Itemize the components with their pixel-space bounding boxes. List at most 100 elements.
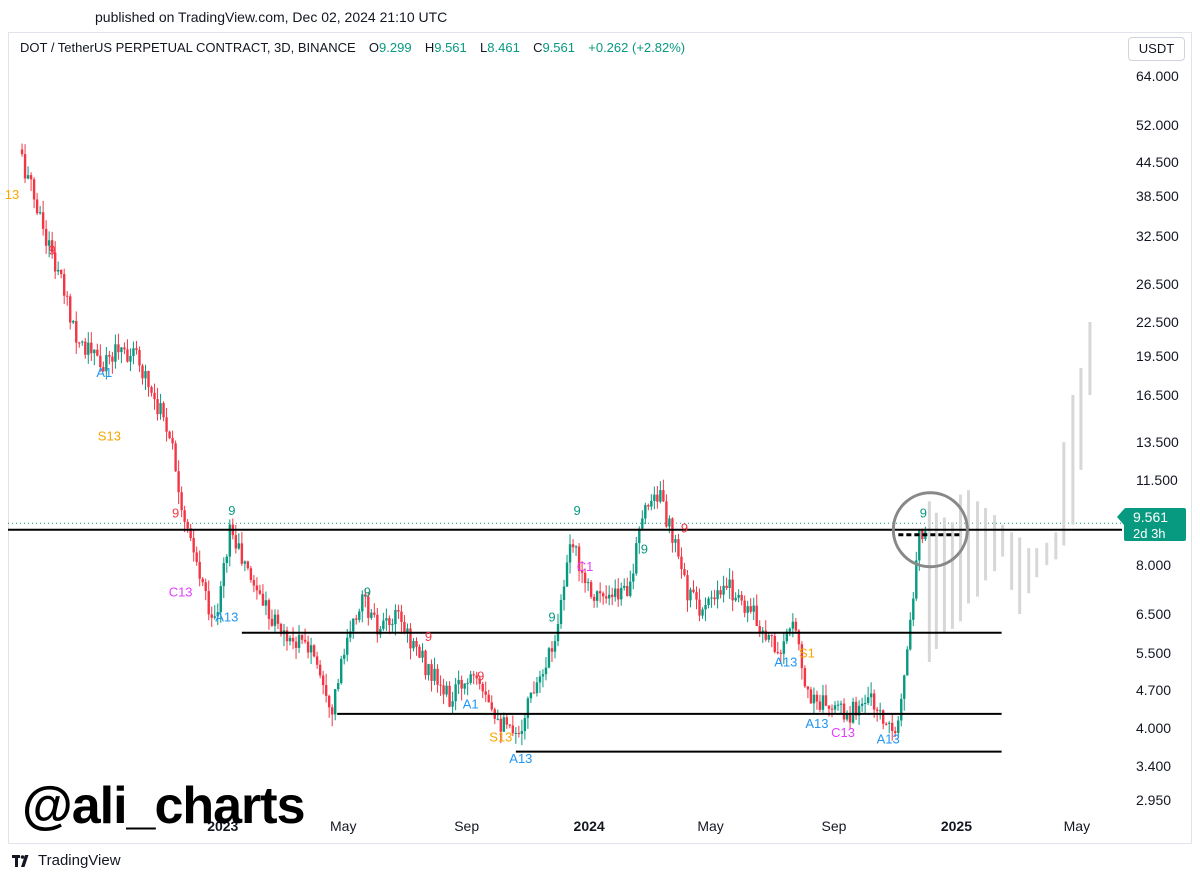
candle-up[interactable] bbox=[635, 543, 638, 574]
candle-up[interactable] bbox=[445, 685, 448, 695]
candle-down[interactable] bbox=[312, 645, 316, 657]
candle-down[interactable] bbox=[758, 626, 761, 633]
candle-up[interactable] bbox=[860, 703, 864, 706]
candle-down[interactable] bbox=[610, 594, 614, 597]
candle-up[interactable] bbox=[704, 605, 707, 610]
candle-up[interactable] bbox=[565, 562, 569, 587]
candle-down[interactable] bbox=[478, 678, 481, 684]
candle-down[interactable] bbox=[598, 591, 602, 594]
candle-up[interactable] bbox=[785, 631, 789, 642]
candle-up[interactable] bbox=[562, 586, 566, 600]
candle-down[interactable] bbox=[891, 722, 894, 732]
candle-down[interactable] bbox=[294, 641, 298, 648]
candle-down[interactable] bbox=[517, 732, 521, 734]
candle-down[interactable] bbox=[291, 637, 295, 642]
candle-up[interactable] bbox=[833, 705, 837, 710]
candle-down[interactable] bbox=[192, 537, 195, 553]
candle-down[interactable] bbox=[698, 599, 701, 616]
candle-up[interactable] bbox=[433, 668, 436, 681]
candle-down[interactable] bbox=[665, 501, 668, 527]
candle-down[interactable] bbox=[252, 580, 256, 586]
candle-up[interactable] bbox=[264, 600, 268, 606]
candle-up[interactable] bbox=[216, 612, 219, 617]
candle-up[interactable] bbox=[845, 713, 849, 720]
candle-up[interactable] bbox=[734, 597, 737, 601]
candle-down[interactable] bbox=[35, 199, 39, 214]
candle-down[interactable] bbox=[884, 723, 888, 725]
candle-up[interactable] bbox=[213, 616, 216, 618]
candle-down[interactable] bbox=[59, 269, 63, 275]
candle-down[interactable] bbox=[180, 492, 183, 511]
candle-down[interactable] bbox=[484, 691, 487, 695]
candle-down[interactable] bbox=[430, 664, 433, 681]
candle-down[interactable] bbox=[285, 630, 289, 642]
candle-down[interactable] bbox=[800, 644, 804, 669]
candle-up[interactable] bbox=[144, 371, 147, 379]
tradingview-logo[interactable]: TradingView bbox=[12, 852, 121, 869]
candle-down[interactable] bbox=[111, 356, 114, 362]
candle-up[interactable] bbox=[659, 490, 662, 502]
candle-up[interactable] bbox=[333, 689, 337, 715]
candle-up[interactable] bbox=[469, 674, 472, 683]
candle-up[interactable] bbox=[632, 573, 635, 582]
candle-down[interactable] bbox=[162, 403, 165, 418]
candle-up[interactable] bbox=[915, 560, 918, 599]
candle-down[interactable] bbox=[210, 614, 213, 618]
candle-down[interactable] bbox=[123, 347, 126, 350]
candle-up[interactable] bbox=[340, 658, 343, 684]
candle-up[interactable] bbox=[159, 403, 162, 415]
candle-down[interactable] bbox=[490, 702, 493, 710]
candle-down[interactable] bbox=[303, 639, 307, 642]
candle-down[interactable] bbox=[818, 701, 822, 710]
candle-down[interactable] bbox=[186, 521, 189, 529]
candle-up[interactable] bbox=[821, 695, 825, 710]
candle-down[interactable] bbox=[90, 342, 93, 354]
candle-down[interactable] bbox=[809, 689, 813, 704]
candle-down[interactable] bbox=[321, 675, 325, 686]
candle-up[interactable] bbox=[228, 524, 232, 557]
candle-down[interactable] bbox=[126, 349, 129, 362]
candle-down[interactable] bbox=[487, 694, 490, 703]
candle-down[interactable] bbox=[854, 701, 858, 716]
candle-up[interactable] bbox=[878, 710, 882, 712]
candle-up[interactable] bbox=[394, 609, 397, 625]
candle-up[interactable] bbox=[38, 212, 42, 214]
candle-down[interactable] bbox=[147, 371, 150, 388]
candle-up[interactable] bbox=[538, 676, 542, 683]
candle-up[interactable] bbox=[851, 701, 855, 723]
candle-up[interactable] bbox=[337, 683, 340, 690]
candle-down[interactable] bbox=[713, 597, 716, 600]
candle-down[interactable] bbox=[388, 618, 391, 626]
candle-down[interactable] bbox=[656, 494, 659, 502]
candle-down[interactable] bbox=[195, 552, 198, 562]
candle-down[interactable] bbox=[580, 570, 584, 573]
candle-up[interactable] bbox=[26, 175, 30, 179]
candle-up[interactable] bbox=[463, 683, 466, 689]
candle-up[interactable] bbox=[869, 693, 873, 698]
candle-down[interactable] bbox=[749, 606, 752, 612]
candle-up[interactable] bbox=[406, 628, 409, 633]
candle-up[interactable] bbox=[586, 582, 590, 584]
candle-up[interactable] bbox=[629, 581, 632, 596]
candle-up[interactable] bbox=[496, 718, 499, 720]
candle-down[interactable] bbox=[117, 344, 120, 353]
candle-down[interactable] bbox=[686, 575, 689, 601]
candle-down[interactable] bbox=[662, 490, 665, 502]
candle-up[interactable] bbox=[641, 518, 644, 529]
candle-down[interactable] bbox=[168, 431, 171, 439]
candle-up[interactable] bbox=[358, 611, 361, 620]
candle-up[interactable] bbox=[457, 679, 460, 685]
candle-down[interactable] bbox=[153, 392, 156, 400]
candle-down[interactable] bbox=[725, 585, 728, 589]
candle-down[interactable] bbox=[270, 618, 274, 626]
candle-up[interactable] bbox=[547, 648, 551, 668]
candle-up[interactable] bbox=[568, 544, 572, 563]
candle-down[interactable] bbox=[499, 718, 502, 732]
candle-down[interactable] bbox=[99, 355, 102, 368]
candle-up[interactable] bbox=[297, 634, 301, 648]
candle-down[interactable] bbox=[306, 641, 310, 653]
candle-up[interactable] bbox=[839, 703, 843, 705]
candle-down[interactable] bbox=[376, 614, 379, 635]
candle-down[interactable] bbox=[743, 600, 746, 613]
